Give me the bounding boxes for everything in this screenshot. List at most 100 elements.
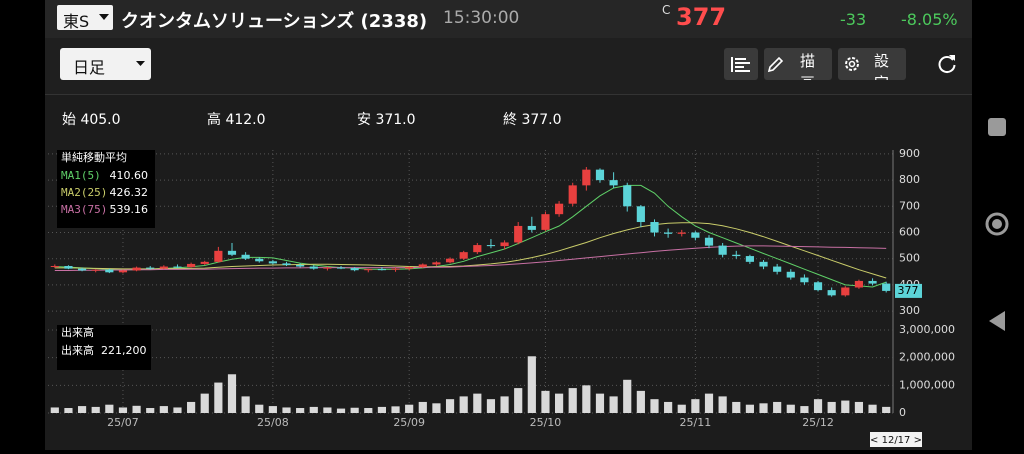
- volume-bar: [568, 388, 577, 413]
- candle-body: [445, 258, 455, 263]
- candle-body: [187, 263, 196, 268]
- candle-body: [841, 287, 850, 296]
- volume-bar: [854, 401, 864, 413]
- volume-bar: [200, 393, 209, 413]
- candle-body: [50, 266, 59, 268]
- nav-bar: [972, 0, 1024, 450]
- candle-body: [255, 258, 264, 262]
- volume-bar: [445, 399, 455, 413]
- volume-bar: [214, 382, 223, 413]
- y-tick-label: 500: [899, 252, 920, 265]
- volume-title: 出来高: [61, 325, 94, 339]
- draw-button[interactable]: 描画: [764, 48, 832, 80]
- volume-bar: [704, 393, 714, 413]
- candle-body: [132, 267, 141, 271]
- draw-label: 描画: [800, 52, 816, 80]
- volume-bar: [64, 408, 73, 413]
- volume-bar: [105, 404, 114, 413]
- candle-body: [64, 266, 73, 269]
- candle-body: [268, 261, 277, 264]
- refresh-button[interactable]: [935, 52, 959, 76]
- volume-bar: [350, 407, 359, 413]
- period-select[interactable]: 日足: [60, 48, 151, 80]
- volume-bar: [623, 379, 632, 413]
- candle-body: [555, 203, 564, 215]
- price-flag: C: [662, 3, 671, 17]
- volume-bar: [732, 401, 741, 413]
- volume-bar: [664, 401, 673, 413]
- legend-name: MA3(75): [61, 203, 107, 216]
- ohlc-open: 始 405.0: [62, 109, 121, 129]
- candle-body: [677, 232, 686, 234]
- volume-bar: [50, 407, 59, 413]
- value: 412.0: [225, 112, 266, 128]
- label: 高: [207, 112, 221, 128]
- y-tick-label: 2,000,000: [899, 351, 955, 364]
- candle-body: [105, 269, 114, 273]
- list-button[interactable]: [724, 48, 758, 80]
- volume-bar: [377, 406, 386, 413]
- list-icon: [731, 57, 750, 72]
- candle-body: [868, 280, 877, 284]
- volume-bar: [118, 407, 128, 413]
- value: 377.0: [521, 112, 562, 128]
- ma-line: [54, 222, 887, 279]
- back-button[interactable]: [989, 311, 1005, 331]
- volume-bar: [309, 406, 318, 413]
- legend-value: 410.60: [110, 169, 149, 182]
- value: 371.0: [375, 112, 416, 128]
- exchange-select[interactable]: 東S: [57, 5, 113, 31]
- volume-bar: [391, 406, 400, 413]
- y-tick-label: 0: [899, 406, 906, 419]
- volume-bar: [650, 399, 659, 413]
- label: 始: [62, 112, 76, 128]
- price-tag-box: [895, 283, 922, 298]
- candle-body: [418, 264, 427, 268]
- candle-body: [745, 256, 754, 262]
- recent-button[interactable]: [988, 118, 1006, 136]
- candle-body: [282, 263, 291, 265]
- y-tick-label: 300: [899, 304, 920, 317]
- label: 安: [357, 112, 371, 128]
- volume-legend-name: 出来高: [61, 343, 94, 357]
- y-tick-label: 800: [899, 173, 920, 186]
- candle-body: [350, 268, 359, 271]
- candle-body: [664, 232, 673, 234]
- volume-bar: [514, 388, 523, 413]
- candle-body: [827, 290, 836, 296]
- home-button[interactable]: [985, 212, 1009, 236]
- nav-icons: [985, 118, 1009, 331]
- volume-bar: [173, 407, 182, 413]
- volume-bar: [255, 404, 264, 413]
- dropdown-icon: [136, 61, 145, 66]
- volume-bar: [745, 404, 754, 413]
- volume-bar: [405, 404, 414, 413]
- y-tick-label: 900: [899, 147, 920, 160]
- legend-box: [57, 325, 151, 370]
- legend-value: 426.32: [110, 186, 149, 199]
- candle-body: [718, 245, 727, 255]
- candle-body: [514, 225, 523, 243]
- candle-body: [568, 185, 577, 204]
- candle-body: [296, 264, 305, 267]
- volume-bar: [718, 396, 727, 413]
- y-tick-label: 3,000,000: [899, 323, 955, 336]
- pencil-icon: [767, 56, 784, 73]
- exchange: 東S: [63, 12, 90, 31]
- settings-button[interactable]: 設定: [838, 48, 906, 80]
- volume-bar: [132, 405, 141, 413]
- candle-body: [650, 222, 659, 233]
- date-tag-box: [870, 432, 922, 447]
- volume-bar: [187, 401, 196, 413]
- legend-box: [57, 150, 155, 228]
- candle-body: [732, 254, 741, 257]
- volume-bar: [773, 401, 782, 413]
- volume-bar: [146, 408, 155, 413]
- volume-bar: [418, 401, 427, 413]
- price-tag: 377: [898, 284, 919, 297]
- candle-body: [459, 252, 468, 259]
- volume-bar: [336, 408, 346, 413]
- candle-body: [227, 250, 237, 255]
- value: 405.0: [80, 112, 121, 128]
- candle-body: [159, 266, 168, 269]
